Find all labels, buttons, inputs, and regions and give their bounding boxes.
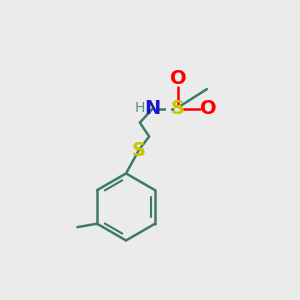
Text: O: O (200, 99, 217, 118)
Text: O: O (170, 69, 186, 88)
Text: S: S (171, 99, 185, 118)
Text: S: S (132, 141, 146, 160)
Text: H: H (135, 100, 145, 115)
Text: N: N (145, 99, 161, 118)
